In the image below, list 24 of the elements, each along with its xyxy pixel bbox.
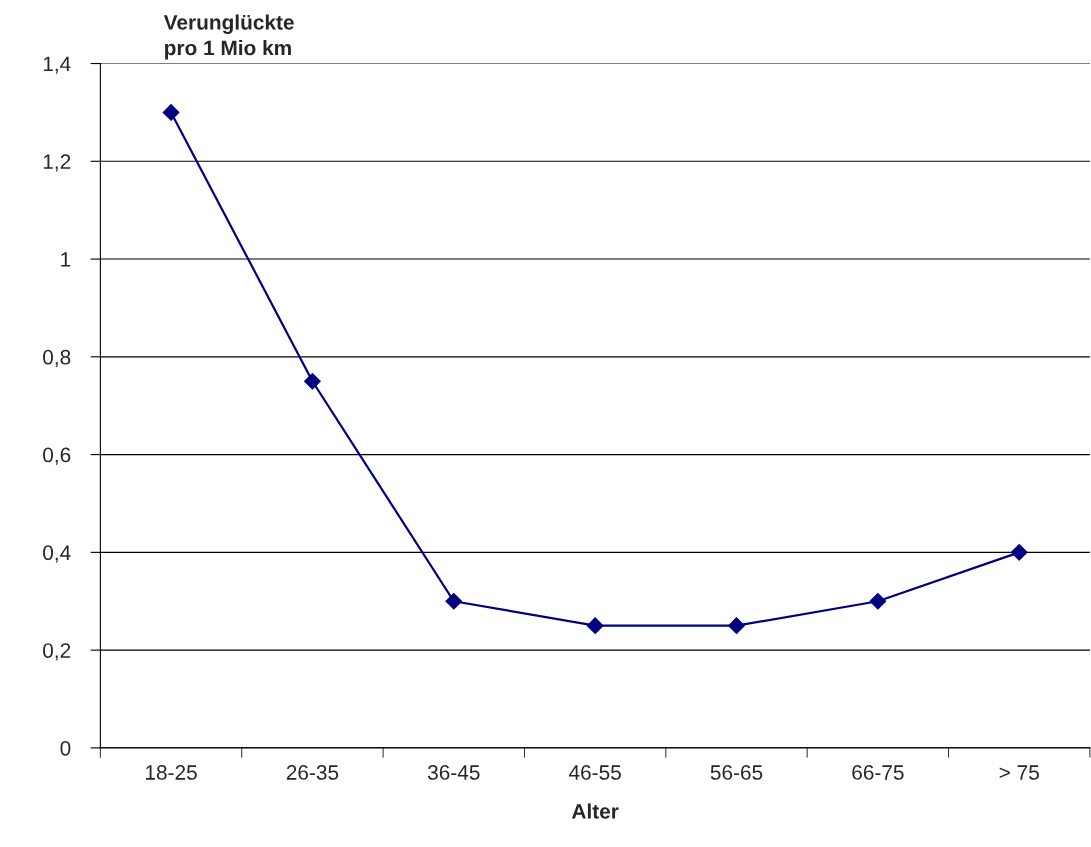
y-tick-label: 1,2 [43, 154, 71, 172]
y-tick-label: 0,4 [43, 545, 71, 563]
y-tick-label: 1,4 [43, 56, 71, 74]
x-tick-label: 66-75 [852, 765, 904, 780]
x-tick-label: 56-65 [710, 765, 763, 780]
y-tick-label: 0,8 [43, 349, 71, 368]
y-tick-label: 0 [60, 740, 71, 756]
point [586, 617, 604, 635]
y-tick-label: 1 [61, 252, 71, 267]
x-tick-label: 46-55 [568, 765, 621, 780]
point [162, 104, 180, 121]
y-tick-label: 0,2 [43, 643, 71, 661]
point [869, 592, 887, 610]
x-tick-label: 36-45 [427, 765, 480, 780]
x-tick-label: 18-25 [146, 765, 197, 780]
point [1010, 543, 1028, 561]
y-tick-label: 0,6 [43, 447, 71, 465]
point [445, 592, 463, 610]
y-axis-title: Verunglückte pro 1 Mio km [163, 14, 294, 60]
x-tick-label: 26-35 [286, 765, 339, 780]
point [304, 372, 321, 390]
x-tick-label: > 75 [999, 765, 1039, 780]
point [728, 617, 745, 635]
x-axis-title: Alter [571, 803, 619, 819]
